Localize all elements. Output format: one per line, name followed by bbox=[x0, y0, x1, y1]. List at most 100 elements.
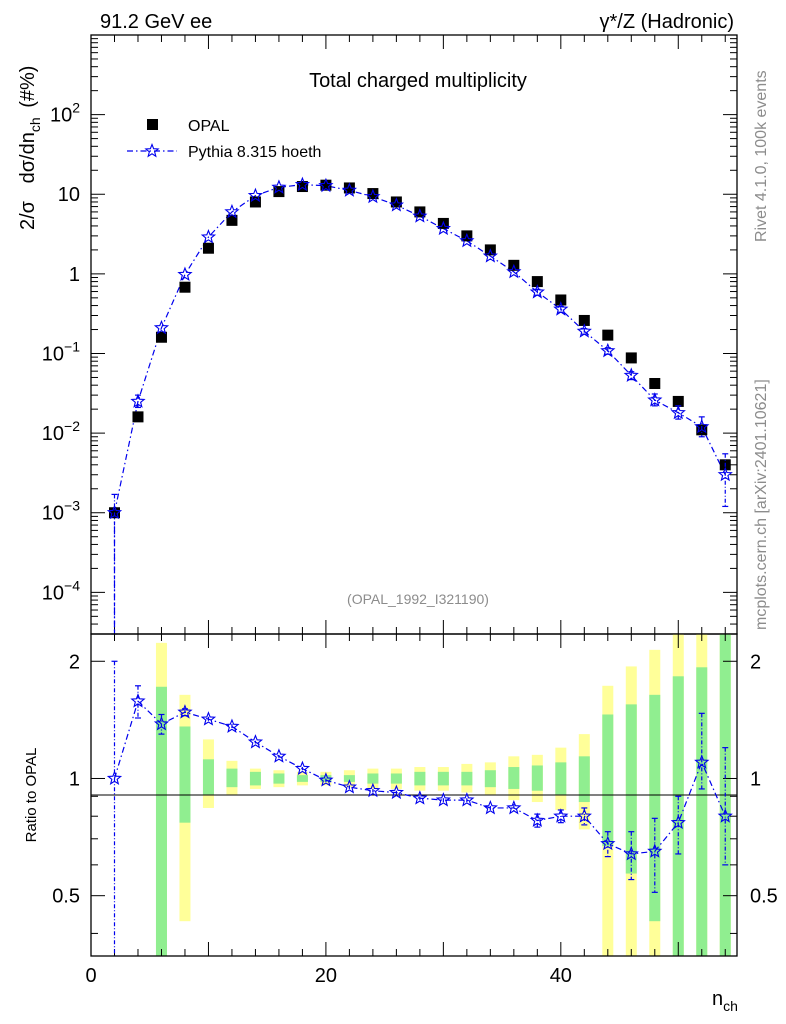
opal-point bbox=[390, 196, 402, 208]
mc-point bbox=[294, 176, 311, 192]
mc-point bbox=[435, 220, 451, 236]
mc-point bbox=[177, 266, 193, 282]
ratio-point bbox=[271, 748, 287, 763]
x-tick-label: 0 bbox=[85, 965, 96, 987]
x-axis-label-sub: ch bbox=[723, 998, 738, 1014]
ratio-point bbox=[670, 814, 686, 830]
opal-point bbox=[602, 329, 614, 341]
ratio-point bbox=[435, 792, 451, 807]
ratio-band-inner bbox=[414, 771, 426, 786]
ratio-band-inner bbox=[390, 773, 402, 784]
main-data bbox=[106, 176, 733, 635]
legend-mc-marker bbox=[144, 142, 160, 158]
ratio-band-inner bbox=[649, 694, 661, 922]
ratio-data bbox=[106, 660, 733, 956]
ratio-panel: 0 20 40 0.5 0.5 1 1 2 2 Ratio to OPAL nch bbox=[23, 633, 778, 1014]
ratio-point bbox=[717, 808, 733, 823]
ratio-band-inner bbox=[461, 771, 473, 786]
ratio-y-tick-label-left: 0.5 bbox=[52, 886, 80, 908]
ratio-point bbox=[482, 799, 498, 815]
legend-opal-label: OPAL bbox=[188, 118, 230, 135]
ratio-point bbox=[388, 784, 405, 800]
opal-point bbox=[249, 196, 261, 208]
ratio-point bbox=[224, 718, 240, 733]
ratio-point bbox=[694, 754, 710, 769]
opal-point bbox=[132, 411, 144, 423]
ratio-band-inner bbox=[273, 773, 285, 784]
mc-point bbox=[482, 248, 498, 263]
ratio-point bbox=[200, 711, 217, 726]
mc-point bbox=[153, 319, 170, 335]
ratio-point bbox=[106, 770, 123, 785]
mc-point bbox=[576, 323, 592, 338]
ylabel-sub: ch bbox=[27, 117, 43, 132]
analysis-watermark: (OPAL_1992_I321190) bbox=[347, 591, 489, 607]
y-tick-label: 10 bbox=[58, 184, 80, 206]
ratio-point bbox=[341, 779, 358, 794]
ratio-band-inner bbox=[226, 768, 238, 788]
ratio-band-inner bbox=[578, 756, 590, 803]
ratio-point bbox=[553, 808, 569, 823]
ratio-point bbox=[576, 808, 592, 823]
ratio-point bbox=[177, 704, 193, 719]
mc-point bbox=[600, 342, 616, 358]
ratio-band-inner bbox=[555, 762, 567, 795]
opal-point bbox=[179, 281, 191, 293]
main-axes: 10−4 10−3 10−2 10−1 1 10 102 bbox=[42, 35, 737, 635]
opal-point bbox=[672, 395, 684, 407]
ratio-band-inner bbox=[179, 726, 191, 823]
ratio-point bbox=[130, 693, 146, 708]
opal-point bbox=[367, 188, 379, 200]
ylabel-prefix: 2/σ bbox=[17, 200, 39, 230]
ratio-y-tick-label-left: 1 bbox=[69, 768, 80, 790]
opal-point bbox=[320, 179, 332, 191]
svg-text:2/σ dσ/dnch (#: 2/σ dσ/dnch (#%) bbox=[17, 66, 45, 230]
mc-series-line bbox=[113, 184, 726, 513]
ratio-point bbox=[506, 799, 522, 815]
ratio-band-inner bbox=[296, 775, 308, 782]
x-axis-label: nch bbox=[712, 988, 738, 1014]
ratio-point bbox=[318, 772, 334, 787]
mc-point bbox=[529, 284, 545, 299]
ratio-band-inner bbox=[484, 770, 496, 788]
mc-point bbox=[459, 232, 475, 248]
opal-point bbox=[273, 186, 285, 198]
y-tick-label: 102 bbox=[50, 100, 80, 127]
ratio-band-inner bbox=[531, 765, 543, 791]
x-tick-label: 20 bbox=[315, 965, 337, 987]
ylabel-dsigma: dσ/dn bbox=[17, 132, 39, 183]
ratio-point bbox=[294, 760, 311, 776]
opal-point bbox=[531, 276, 543, 288]
ratio-band-inner bbox=[155, 686, 167, 956]
ratio-point bbox=[412, 790, 428, 805]
ratio-band-inner bbox=[602, 714, 614, 847]
ratio-band-inner bbox=[249, 771, 261, 786]
y-tick-label: 1 bbox=[69, 264, 80, 286]
ratio-band-inner bbox=[508, 767, 520, 789]
opal-point bbox=[343, 182, 355, 194]
ratio-y-tick-label-right: 2 bbox=[750, 651, 761, 673]
ratio-band-inner bbox=[202, 759, 214, 795]
mc-point bbox=[670, 404, 686, 420]
mc-point bbox=[106, 504, 123, 520]
ratio-band-inner bbox=[343, 775, 355, 782]
rivet-version-label: Rivet 4.1.0, 100k events bbox=[753, 70, 770, 242]
ratio-band-inner bbox=[696, 667, 708, 956]
opal-point bbox=[461, 230, 473, 242]
header-process: γ*/Z (Hadronic) bbox=[600, 11, 734, 33]
legend-opal-marker bbox=[147, 119, 158, 130]
legend: OPAL Pythia 8.315 hoeth bbox=[127, 118, 321, 161]
x-axis-label-n: n bbox=[712, 988, 723, 1010]
mc-point bbox=[388, 197, 405, 212]
mc-point bbox=[247, 187, 264, 203]
opal-point bbox=[649, 377, 661, 389]
mc-point bbox=[318, 177, 334, 193]
y-tick-label: 10−1 bbox=[42, 338, 80, 365]
mc-point bbox=[647, 392, 663, 407]
opal-point bbox=[555, 294, 567, 306]
ylabel-units: (#%) bbox=[17, 66, 39, 108]
ratio-frame bbox=[90, 633, 738, 957]
opal-point bbox=[625, 352, 637, 364]
mc-point bbox=[200, 229, 217, 244]
